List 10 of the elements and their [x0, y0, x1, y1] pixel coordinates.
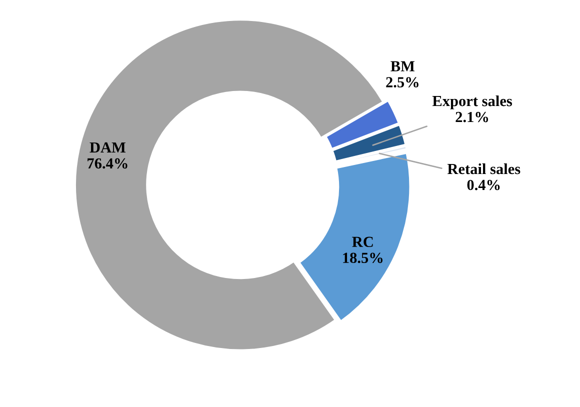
slice-label: BM	[390, 61, 415, 72]
data-label: 76.4%	[88, 158, 128, 169]
data-label: 18.5%	[343, 252, 382, 264]
data-label: 0.4%	[467, 180, 500, 190]
slice-label: RC	[352, 236, 373, 248]
data-label: 2.1%	[456, 112, 488, 122]
slice-label: Retail sales	[447, 163, 520, 174]
slice-label: Export sales	[432, 95, 512, 110]
slice-label: DAM	[90, 142, 126, 152]
data-label: 2.5%	[386, 77, 418, 88]
